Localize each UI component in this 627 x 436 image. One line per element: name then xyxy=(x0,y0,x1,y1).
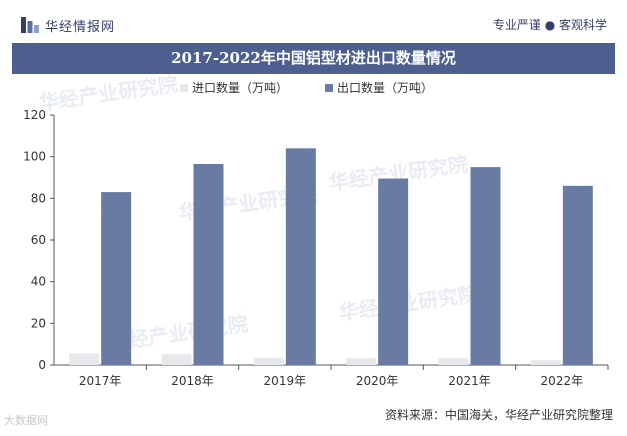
y-tick-label: 100 xyxy=(23,150,46,164)
y-tick-label: 0 xyxy=(38,358,46,372)
import-bar xyxy=(346,358,377,365)
title-bar: 2017-2022年中国铝型材进出口数量情况 xyxy=(12,43,615,74)
corner-watermark: 大数据网 xyxy=(4,414,48,427)
import-bar xyxy=(438,358,469,365)
x-tick-label: 2022年 xyxy=(541,374,584,388)
x-tick-label: 2020年 xyxy=(356,374,399,388)
y-tick-label: 20 xyxy=(31,316,46,330)
y-tick-label: 60 xyxy=(31,233,46,247)
export-bar xyxy=(101,192,132,365)
export-bar xyxy=(193,163,224,365)
watermark-text: 华经产业研究院 xyxy=(37,72,179,115)
slogan: 专业严谨 ● 客观科学 xyxy=(492,18,607,32)
import-bar xyxy=(69,353,100,365)
legend-import-label: 进口数量（万吨） xyxy=(192,80,288,95)
x-tick-label: 2017年 xyxy=(79,374,122,388)
legend-import-swatch xyxy=(180,84,188,92)
export-bar xyxy=(285,148,316,365)
source-note: 资料来源：中国海关，华经产业研究院整理 xyxy=(384,408,613,422)
brand-name: 华经情报网 xyxy=(45,20,116,35)
legend-export-label: 出口数量（万吨） xyxy=(337,80,433,95)
watermark-text: 华经产业研究院 xyxy=(337,282,479,325)
import-bar xyxy=(161,354,192,365)
x-tick-label: 2018年 xyxy=(171,374,214,388)
export-bar xyxy=(378,178,409,365)
legend-export-swatch xyxy=(325,84,333,92)
x-tick-label: 2019年 xyxy=(264,374,307,388)
y-tick-label: 120 xyxy=(23,108,46,122)
y-tick-label: 40 xyxy=(31,275,46,289)
import-bar xyxy=(530,360,561,365)
chart-title: 2017-2022年中国铝型材进出口数量情况 xyxy=(171,49,456,67)
import-bar xyxy=(253,357,284,365)
y-tick-label: 80 xyxy=(31,191,46,205)
logo-icon xyxy=(21,17,39,33)
export-bar xyxy=(562,185,593,365)
x-tick-label: 2021年 xyxy=(448,374,491,388)
export-bar xyxy=(470,167,501,365)
header-bar: 华经情报网 专业严谨 ● 客观科学 xyxy=(0,0,627,42)
